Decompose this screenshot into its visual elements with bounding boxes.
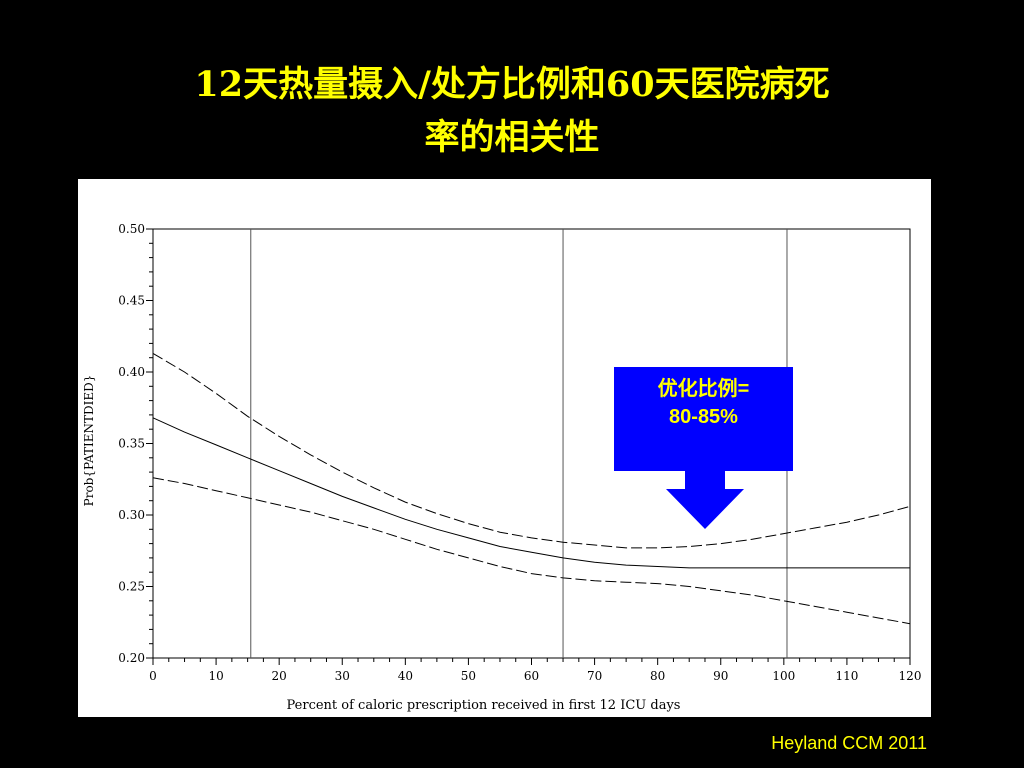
x-tick-label: 0	[149, 669, 157, 683]
x-tick-label: 20	[272, 669, 287, 683]
y-axis-label: Prob{PATIENTDIED}	[82, 375, 96, 507]
callout-line-2: 80-85%	[669, 406, 738, 428]
y-tick-label: 0.50	[118, 222, 145, 236]
x-tick-label: 50	[461, 669, 476, 683]
x-tick-label: 90	[713, 669, 728, 683]
x-tick-label: 100	[772, 669, 795, 683]
x-tick-label: 70	[587, 669, 602, 683]
callout-line-1: 优化比例=	[657, 378, 750, 400]
x-tick-label: 80	[650, 669, 665, 683]
x-tick-label: 60	[524, 669, 539, 683]
line-chart: 0 10 20 30 40 50 60 70 80 90 100 110 120 0.20 0.25 0.30…	[82, 222, 922, 713]
estimate-line	[152, 417, 910, 569]
upper-ci-line	[152, 352, 911, 549]
y-tick-label: 0.25	[118, 580, 145, 594]
y-tick-label: 0.40	[118, 365, 145, 379]
x-tick-label: 30	[335, 669, 350, 683]
down-arrow-icon	[666, 471, 744, 529]
slide-title: 12天热量摄入/处方比例和60天医院病死 率的相关性	[70, 58, 954, 164]
y-tick-label: 0.30	[118, 508, 145, 522]
x-tick-label: 10	[208, 669, 223, 683]
y-tick-label: 0.35	[118, 437, 145, 451]
y-tick-label: 0.45	[118, 294, 145, 308]
x-tick-label: 40	[398, 669, 413, 683]
citation: Heyland CCM 2011	[771, 733, 927, 753]
lower-ci-line	[152, 477, 911, 625]
plot-frame	[152, 228, 911, 659]
x-tick-label: 110	[835, 669, 858, 683]
chart-panel: 0 10 20 30 40 50 60 70 80 90 100 110 120 0.20 0.25 0.30…	[78, 179, 931, 717]
optimal-ratio-callout: 优化比例= 80-85%	[614, 367, 793, 471]
slide-title-line-1: 12天热量摄入/处方比例和60天医院病死	[194, 64, 830, 105]
x-tick-label: 120	[899, 669, 922, 683]
y-tick-label: 0.20	[118, 651, 145, 665]
slide-title-line-2: 率的相关性	[424, 117, 600, 158]
x-axis-label: Percent of caloric prescription received…	[287, 698, 681, 713]
